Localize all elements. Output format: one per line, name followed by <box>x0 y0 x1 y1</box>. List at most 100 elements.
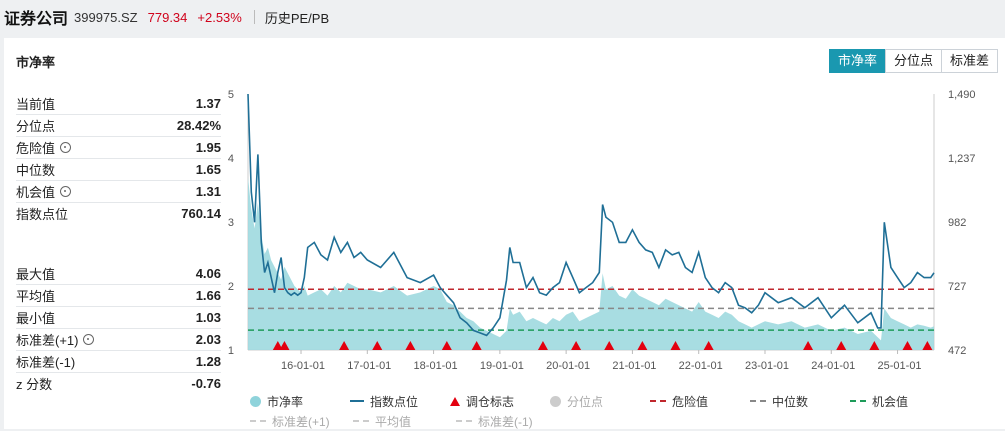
x-tick-label: 16-01-01 <box>281 360 325 372</box>
valuation-panel: 市净率 市净率 分位点 标准差 当前值 1.37 分位点 28.42% 危险值 1.95 中… <box>4 38 1005 429</box>
stat-label: 指数点位 <box>16 204 68 223</box>
rebalance-marker <box>339 341 350 350</box>
x-tick-label: 17-01-01 <box>347 360 391 372</box>
stat-label-text: 最大值 <box>16 267 56 282</box>
stat-label: 标准差(+1) <box>16 330 95 349</box>
legend-item[interactable]: 机会值 <box>850 393 950 410</box>
stat-value: 1.66 <box>195 288 221 303</box>
stat-value: 1.37 <box>195 96 221 111</box>
legend-dot-icon <box>250 395 261 407</box>
section-title[interactable]: 历史PE/PB <box>264 10 330 26</box>
header-divider <box>253 10 255 24</box>
stat-label: 标准差(-1) <box>16 352 75 371</box>
stat-value: 1.31 <box>195 184 221 199</box>
stat-value: 4.06 <box>195 266 221 281</box>
legend-row: 标准差(+1) 平均值 标准差(-1) <box>250 411 950 431</box>
pb-chart: 1 2 3 4 5 472 727 982 1,237 1,490 16-01-01 17-01-01… <box>228 89 976 372</box>
rebalance-marker <box>836 341 847 350</box>
rebalance-marker <box>537 341 548 350</box>
rebalance-marker <box>637 341 648 350</box>
legend-item[interactable]: 分位点 <box>550 393 650 410</box>
stat-label-text: 平均值 <box>16 289 56 304</box>
legend-triangle-icon <box>450 396 460 406</box>
stat-row: 中位数 1.65 <box>16 158 221 180</box>
stat-label-text: 分位点 <box>16 119 56 134</box>
rebalance-marker <box>279 341 290 350</box>
legend-label: 中位数 <box>772 394 809 409</box>
legend-label: 调仓标志 <box>466 394 515 409</box>
legend-label: 分位点 <box>567 394 604 409</box>
rebalance-marker <box>902 341 913 350</box>
stat-label-text: 当前值 <box>16 97 56 112</box>
gear-icon[interactable] <box>83 334 95 345</box>
gear-icon[interactable] <box>60 142 72 153</box>
legend-dash-icon <box>750 400 766 402</box>
stat-value: 1.65 <box>195 162 221 177</box>
legend-dash-icon <box>250 420 266 422</box>
legend-label: 平均值 <box>375 414 412 429</box>
y-tick-label-right: 472 <box>948 345 966 357</box>
stat-row: 标准差(+1) 2.03 <box>16 328 221 350</box>
stat-label: z 分数 <box>16 374 52 393</box>
stat-label: 平均值 <box>16 286 55 305</box>
x-tick-label: 22-01-01 <box>679 360 723 372</box>
x-tick-label: 18-01-01 <box>414 360 458 372</box>
panel-title: 市净率 <box>16 55 56 70</box>
legend-item[interactable]: 平均值 <box>353 413 456 430</box>
index-line <box>247 93 935 337</box>
legend-item[interactable]: 市净率 <box>250 393 350 410</box>
stat-row: 指数点位 760.14 <box>16 202 221 224</box>
legend-row: 市净率 指数点位 调仓标志 分位点 危险值 中位数 机会值 <box>250 391 950 411</box>
x-tick-label: 25-01-01 <box>878 360 922 372</box>
stat-label-text: 危险值 <box>16 141 56 156</box>
stat-label: 最小值 <box>16 308 55 327</box>
stat-row: 最大值 4.06 <box>16 263 221 284</box>
y-tick-label-left: 5 <box>228 89 234 101</box>
legend-dash-icon <box>850 400 866 402</box>
header: 证券公司 399975.SZ 779.34 +2.53% 历史PE/PB <box>0 0 1005 34</box>
rebalance-marker <box>703 341 714 350</box>
y-tick-label-left: 4 <box>228 153 234 165</box>
stat-label: 机会值 <box>16 182 72 201</box>
stat-label: 当前值 <box>16 94 55 113</box>
legend-item[interactable]: 标准差(+1) <box>250 413 353 430</box>
stats-table-current: 当前值 1.37 分位点 28.42% 危险值 1.95 中位数 1.65 机会值 1.31 指数点… <box>16 93 221 224</box>
stat-label-text: 标准差(-1) <box>16 355 76 370</box>
legend-item[interactable]: 调仓标志 <box>450 393 550 410</box>
metric-toggle: 市净率 分位点 标准差 <box>829 49 999 73</box>
chart-legend: 市净率 指数点位 调仓标志 分位点 危险值 中位数 机会值标准差(+1) 平均值 标准差(-1) <box>250 391 950 431</box>
stat-row: 最小值 1.03 <box>16 306 221 328</box>
stat-label: 中位数 <box>16 160 55 179</box>
stat-value: 760.14 <box>181 206 221 221</box>
legend-item[interactable]: 标准差(-1) <box>456 413 559 430</box>
legend-item[interactable]: 中位数 <box>750 393 850 410</box>
rebalance-marker <box>441 341 452 350</box>
index-price: 779.34 <box>147 9 188 25</box>
gear-icon[interactable] <box>60 186 72 197</box>
stat-label: 最大值 <box>16 264 55 283</box>
legend-label: 标准差(-1) <box>478 414 533 429</box>
stat-value: 1.28 <box>195 354 221 369</box>
stat-row: 标准差(-1) 1.28 <box>16 350 221 372</box>
rebalance-marker <box>604 341 615 350</box>
stat-row: 危险值 1.95 <box>16 136 221 158</box>
legend-label: 市净率 <box>267 394 304 409</box>
y-tick-label-right: 1,237 <box>948 153 976 165</box>
x-tick-label: 24-01-01 <box>811 360 855 372</box>
y-tick-label-right: 1,490 <box>948 89 976 101</box>
stat-value: 1.95 <box>195 140 221 155</box>
stat-row: 机会值 1.31 <box>16 180 221 202</box>
legend-label: 危险值 <box>672 394 709 409</box>
index-name: 证券公司 <box>4 11 69 28</box>
x-tick-label: 20-01-01 <box>546 360 590 372</box>
stat-value: -0.76 <box>191 376 221 391</box>
y-tick-label-right: 727 <box>948 281 966 293</box>
stats-table-summary: 最大值 4.06 平均值 1.66 最小值 1.03 标准差(+1) 2.03 标准差(-1) 1… <box>16 263 221 394</box>
metric-button[interactable]: 标准差 <box>941 49 999 73</box>
stat-row: 当前值 1.37 <box>16 93 221 114</box>
legend-label: 指数点位 <box>370 394 419 409</box>
legend-item[interactable]: 危险值 <box>650 393 750 410</box>
stat-label-text: 标准差(+1) <box>16 333 79 348</box>
legend-item[interactable]: 指数点位 <box>350 393 450 410</box>
legend-dash-icon <box>456 420 472 422</box>
